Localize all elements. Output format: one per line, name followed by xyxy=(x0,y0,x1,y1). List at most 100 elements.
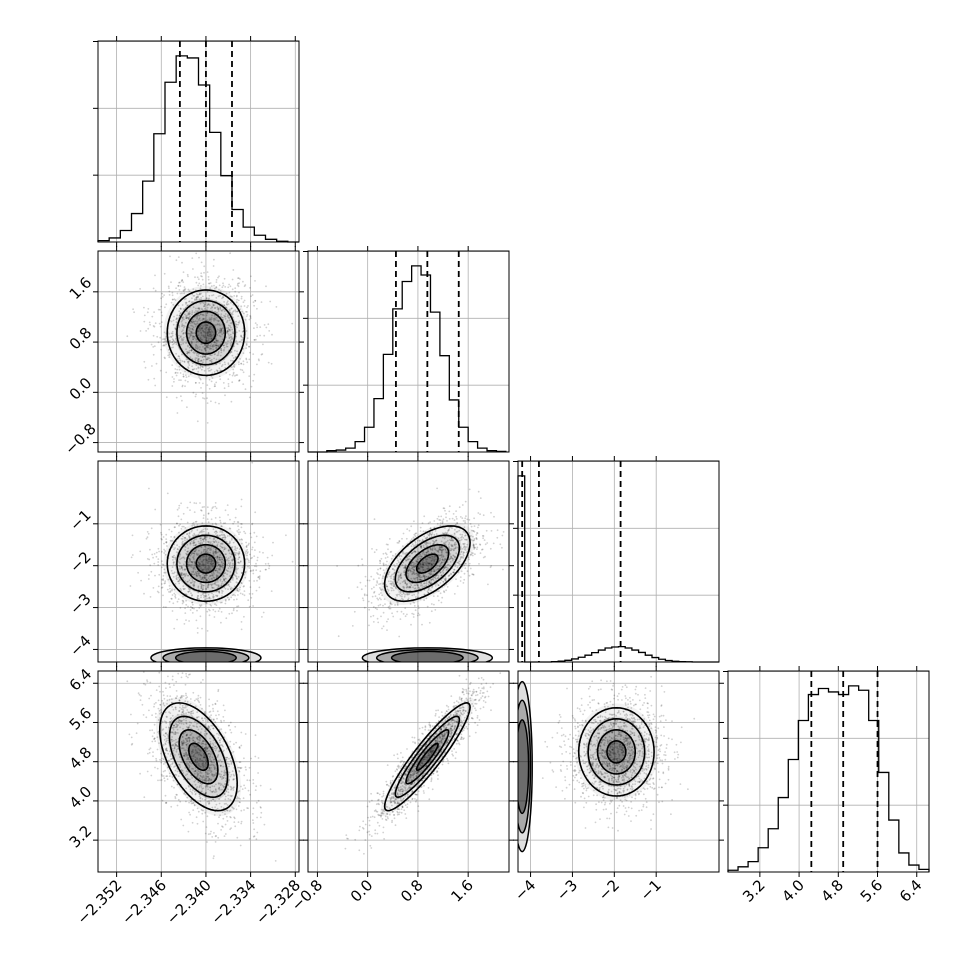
sample-point xyxy=(192,566,195,569)
sample-point xyxy=(215,281,218,283)
sample-point xyxy=(228,575,231,577)
sample-point xyxy=(386,588,389,591)
sample-point xyxy=(165,303,168,306)
sample-point xyxy=(188,559,191,562)
sample-point xyxy=(410,538,413,540)
sample-point xyxy=(172,298,174,301)
sample-point xyxy=(197,295,199,298)
sample-point xyxy=(162,564,165,566)
sample-point xyxy=(226,809,229,812)
sample-point xyxy=(249,351,251,354)
sample-point xyxy=(194,749,197,752)
sample-point xyxy=(190,553,193,556)
sample-point xyxy=(180,566,183,569)
sample-point xyxy=(168,353,171,356)
sample-point xyxy=(191,328,194,330)
sample-point xyxy=(234,547,237,550)
sample-point xyxy=(183,318,185,321)
sample-point xyxy=(220,542,223,545)
sample-point xyxy=(218,402,220,405)
sample-point xyxy=(473,530,476,533)
sample-point xyxy=(164,571,167,574)
sample-point xyxy=(202,569,205,571)
sample-point xyxy=(425,537,428,540)
sample-point xyxy=(249,317,252,319)
sample-point xyxy=(192,736,194,739)
sample-point xyxy=(402,561,405,564)
sample-point xyxy=(423,553,426,556)
sample-point xyxy=(176,544,178,546)
sample-point xyxy=(233,520,236,523)
sample-point xyxy=(171,334,174,337)
sample-point xyxy=(437,550,439,553)
sample-point xyxy=(206,309,208,311)
sample-point xyxy=(195,323,198,326)
sample-point xyxy=(157,308,160,311)
sample-point xyxy=(187,575,189,577)
sample-point xyxy=(155,362,158,365)
sample-point xyxy=(451,527,453,529)
sample-point xyxy=(230,336,233,339)
sample-point xyxy=(192,552,194,555)
sample-point xyxy=(400,555,403,557)
sample-point xyxy=(174,547,176,549)
sample-point xyxy=(204,347,207,350)
sample-point xyxy=(443,578,446,581)
sample-point xyxy=(209,549,211,552)
sample-point xyxy=(214,502,217,504)
sample-point xyxy=(407,593,409,596)
sample-point xyxy=(389,601,392,604)
sample-point xyxy=(201,584,203,586)
x-tick-label: 4.8 xyxy=(818,876,848,906)
sample-point xyxy=(205,340,208,342)
sample-point xyxy=(220,330,222,332)
sample-point xyxy=(243,615,245,618)
sample-point xyxy=(211,573,214,576)
sample-point xyxy=(206,290,209,293)
sample-point xyxy=(225,774,227,776)
sample-point xyxy=(207,339,210,341)
sample-point xyxy=(202,558,205,561)
sample-point xyxy=(411,566,414,569)
x-tick-label: −2.334 xyxy=(207,876,259,928)
sample-point xyxy=(450,537,453,539)
sample-point xyxy=(361,563,364,566)
sample-point xyxy=(205,550,208,553)
sample-point xyxy=(222,577,225,580)
sample-point xyxy=(463,578,466,581)
sample-point xyxy=(234,825,237,828)
pair-panel-2-3 xyxy=(303,456,514,667)
sample-point xyxy=(184,607,186,610)
sample-point xyxy=(253,339,256,341)
y-tick-label: 3.2 xyxy=(66,822,96,852)
sample-point xyxy=(216,344,218,347)
sample-point xyxy=(203,369,206,372)
sample-point xyxy=(228,291,231,294)
sample-point xyxy=(180,818,183,821)
sample-point xyxy=(220,589,223,592)
sample-point xyxy=(238,552,240,555)
sample-point xyxy=(228,373,231,376)
sample-point xyxy=(178,524,180,527)
sample-point xyxy=(173,342,175,345)
sample-point xyxy=(202,559,205,562)
sample-point xyxy=(174,372,177,374)
sample-point xyxy=(414,562,417,565)
sample-point xyxy=(444,566,447,569)
sample-point xyxy=(223,277,226,280)
sample-point xyxy=(442,533,445,535)
sample-point xyxy=(222,817,225,820)
sample-point xyxy=(187,561,190,564)
sample-point xyxy=(233,774,236,777)
sample-point xyxy=(181,743,184,745)
sample-point xyxy=(205,568,208,571)
sample-point xyxy=(232,373,235,375)
sample-point xyxy=(437,515,440,518)
sample-point xyxy=(405,559,408,562)
sample-point xyxy=(224,538,226,541)
sample-point xyxy=(226,535,229,537)
sample-point xyxy=(164,357,166,360)
sample-point xyxy=(214,341,216,344)
sample-point xyxy=(218,284,221,287)
sample-point xyxy=(205,587,207,590)
